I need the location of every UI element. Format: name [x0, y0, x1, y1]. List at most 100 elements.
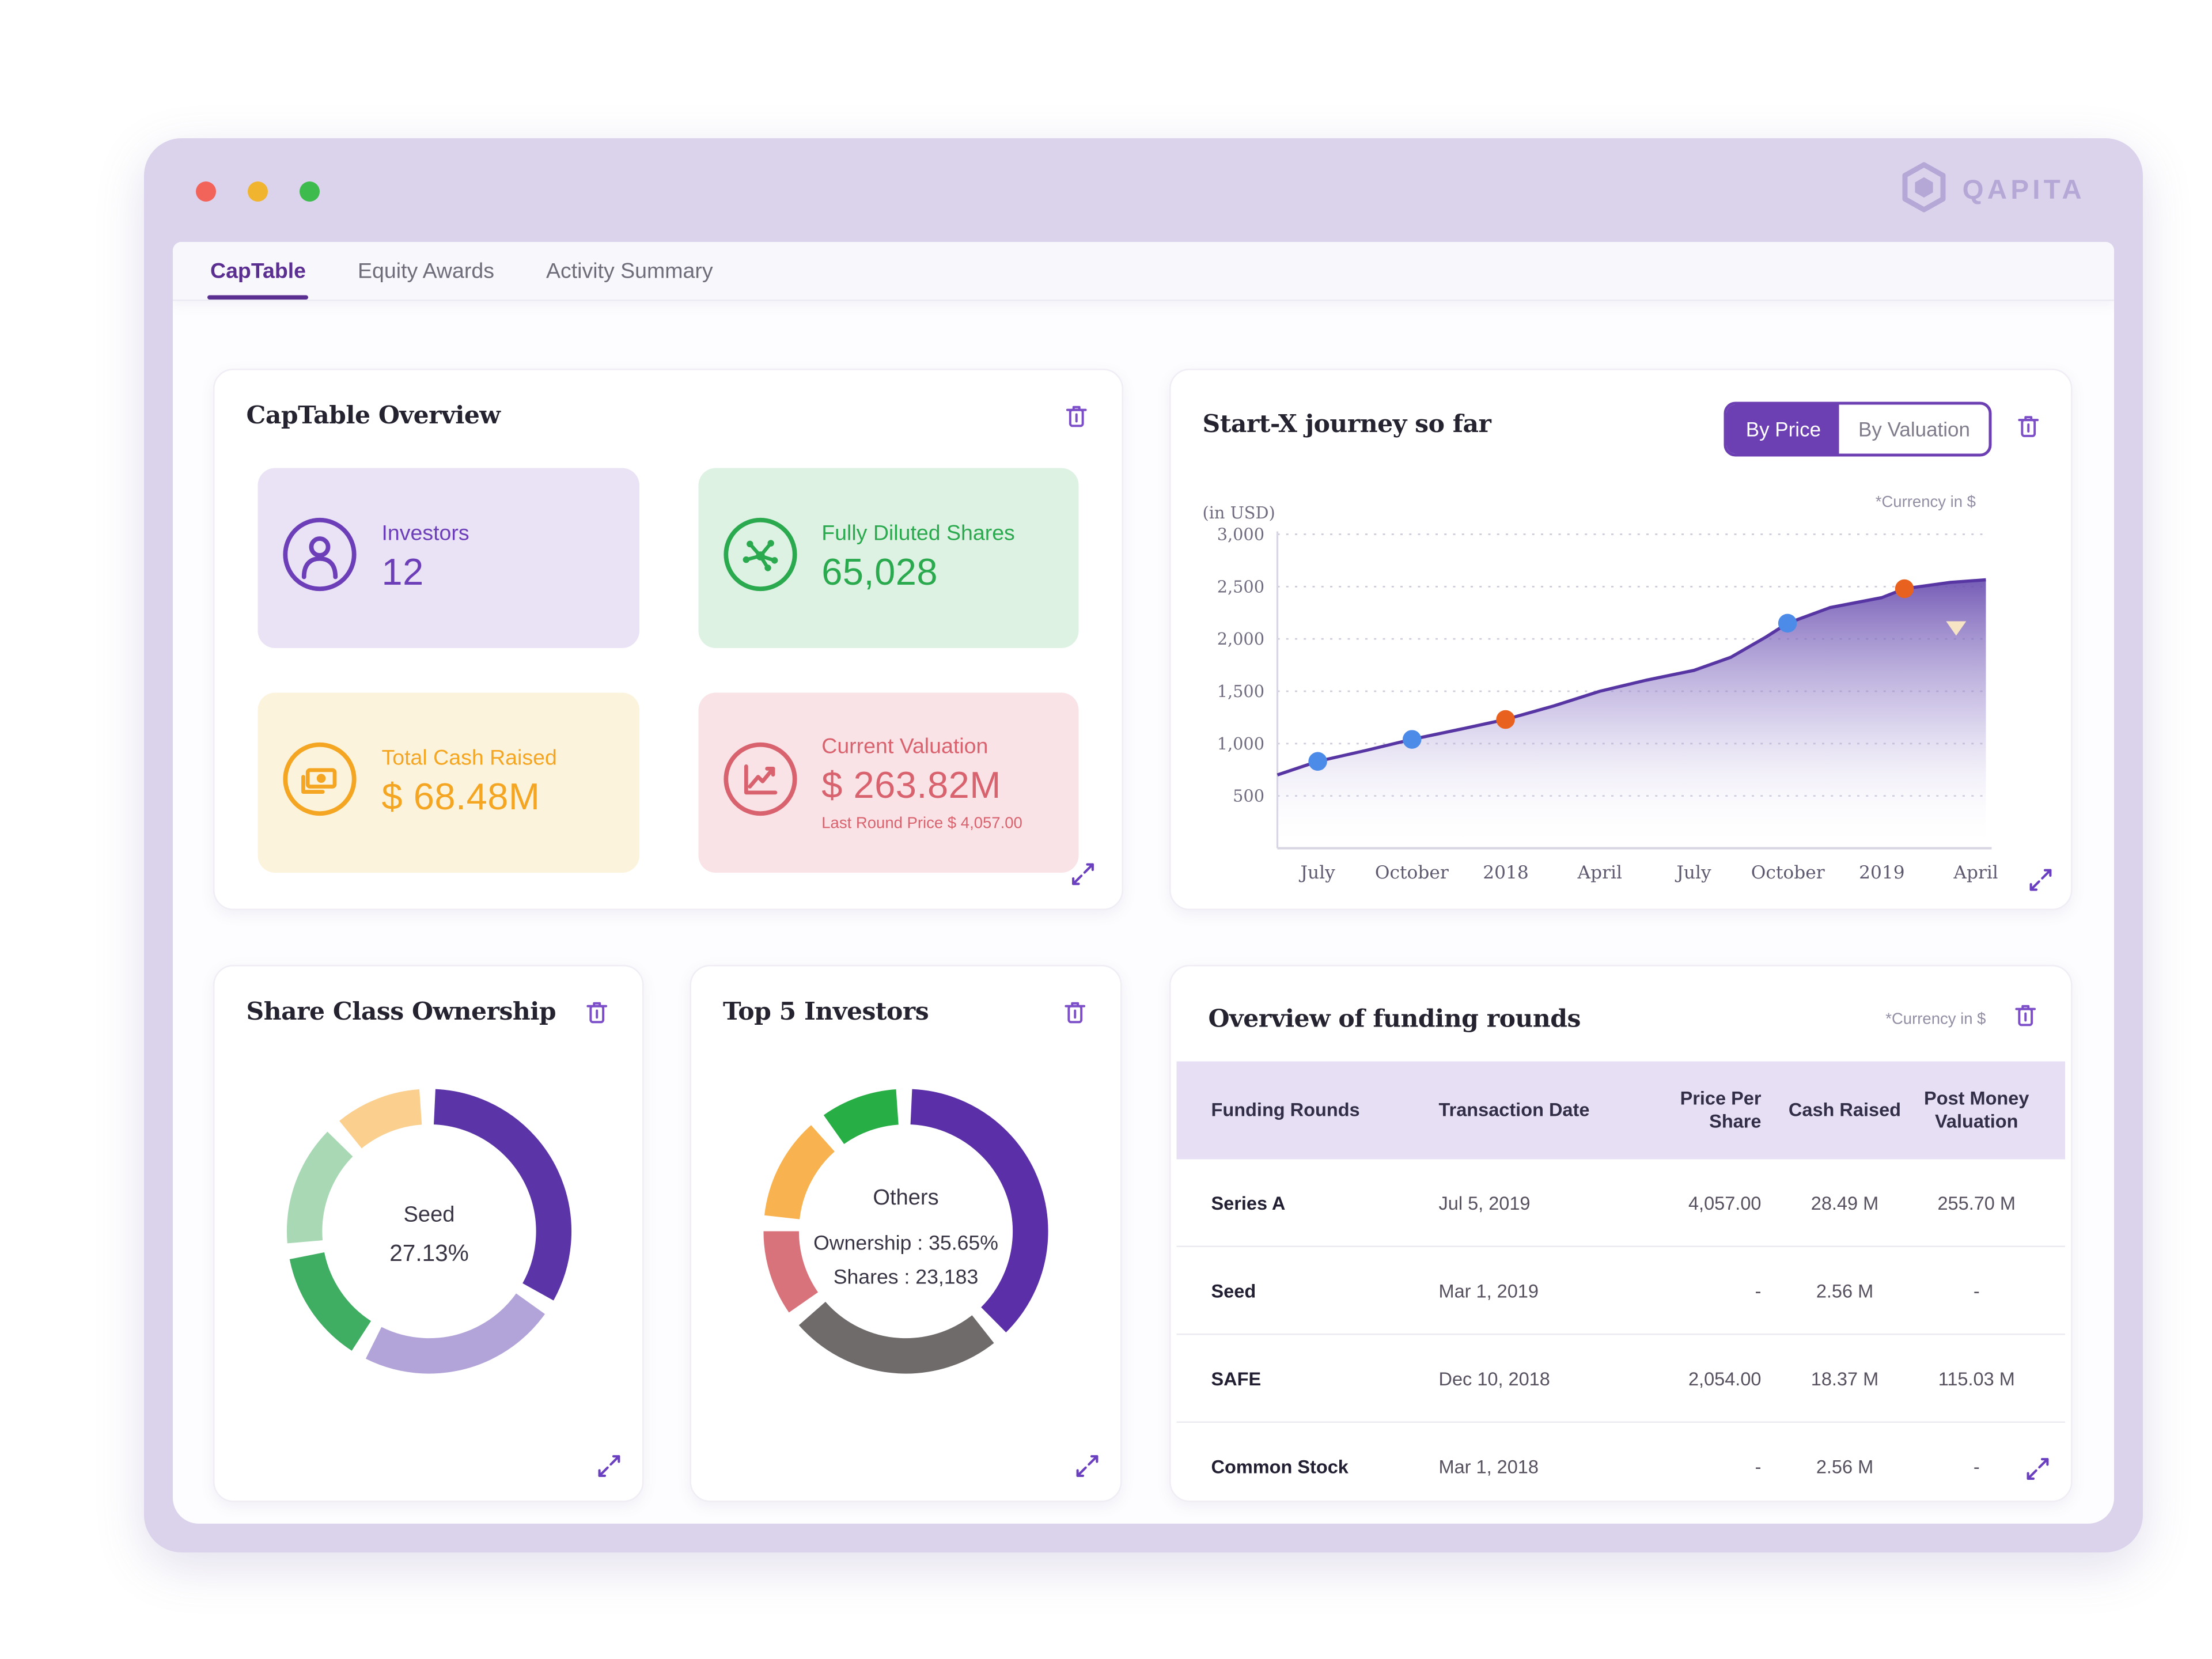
table-header-row: Funding Rounds Transaction Date Price Per … — [1176, 1061, 2065, 1160]
column-header: Price Per Share — [1680, 1086, 1762, 1132]
chart-icon — [721, 740, 798, 825]
data-point-dot — [1895, 579, 1914, 599]
table-cell: Mar 1, 2019 — [1438, 1279, 1539, 1301]
tab-activity-summary[interactable]: Activity Summary — [546, 258, 713, 283]
donut-segment — [286, 1089, 571, 1374]
expand-icon[interactable] — [2028, 867, 2054, 900]
expand-icon[interactable] — [1070, 861, 1096, 895]
trash-icon[interactable] — [1063, 402, 1090, 438]
tile-value: $ 263.82M — [821, 762, 1001, 806]
round-name-cell: Seed — [1211, 1279, 1256, 1301]
table-cell: 255.70 M — [1937, 1191, 2016, 1214]
tile-label: Current Valuation — [821, 733, 988, 759]
minimize-window-icon[interactable] — [248, 181, 268, 202]
table-cell: Dec 10, 2018 — [1438, 1367, 1550, 1389]
toggle-by-price[interactable]: By Price — [1727, 404, 1840, 454]
table-cell: Mar 1, 2018 — [1438, 1455, 1539, 1477]
tile-value: 12 — [381, 550, 424, 593]
table-cell: - — [1755, 1279, 1762, 1301]
table-cell: 4,057.00 — [1688, 1191, 1762, 1214]
price-valuation-toggle: By Price By Valuation — [1724, 402, 1992, 457]
x-axis-label: 2018 — [1483, 862, 1529, 883]
donut-chart-svg: Others Ownership : 35.65% Shares : 23,183 — [763, 1089, 1048, 1374]
data-point-dot — [1308, 752, 1327, 771]
card-title: Start-X journey so far — [1202, 410, 1491, 440]
table-row: SAFE Dec 10, 2018 2,054.00 18.37 M 115.03 M — [1176, 1335, 2065, 1423]
currency-note: *Currency in $ — [1875, 494, 1976, 512]
x-axis-label: July — [1298, 862, 1335, 883]
triangle-marker — [1946, 621, 1967, 636]
donut-center-text: Ownership : 35.65% — [813, 1231, 998, 1254]
round-name-cell: Common Stock — [1211, 1455, 1349, 1477]
table-cell: 2.56 M — [1816, 1455, 1874, 1477]
column-header: Cash Raised — [1788, 1099, 1902, 1120]
x-axis-label: 2019 — [1859, 862, 1905, 883]
table-cell: - — [1973, 1279, 1980, 1301]
trash-icon[interactable] — [584, 998, 611, 1035]
top-investors-donut-chart: Others Ownership : 35.65% Shares : 23,183 — [736, 1062, 1076, 1402]
tab-equity-awards[interactable]: Equity Awards — [358, 258, 494, 283]
round-name-cell: SAFE — [1211, 1367, 1262, 1389]
trash-icon[interactable] — [1062, 998, 1089, 1035]
journey-area-chart: 500 1,000 1,500 2,000 2,500 3,000 July October 2… — [1191, 517, 1998, 895]
table-cell: 28.49 M — [1810, 1191, 1879, 1214]
share-class-donut-chart: Seed 27.13% — [259, 1062, 599, 1402]
user-icon — [281, 516, 359, 601]
funding-rounds-card: Overview of funding rounds *Currency in … — [1169, 965, 2073, 1502]
funding-rounds-table: Funding Rounds Transaction Date Price Per … — [1176, 1061, 2066, 1510]
window-controls — [196, 181, 320, 202]
donut-center-text: Shares : 23,183 — [834, 1265, 979, 1288]
close-window-icon[interactable] — [196, 181, 216, 202]
area-chart-svg: 500 1,000 1,500 2,000 2,500 3,000 July October 2… — [1217, 525, 1998, 884]
tile-subtext: Last Round Price $ 4,057.00 — [821, 814, 1022, 832]
expand-icon[interactable] — [596, 1453, 622, 1487]
table-cell: - — [1755, 1455, 1762, 1477]
main-panel: CapTable Equity Awards Activity Summary … — [173, 242, 2114, 1524]
tab-bar: CapTable Equity Awards Activity Summary — [173, 242, 2114, 301]
brand-name: QAPITA — [1962, 175, 2085, 206]
card-title: CapTable Overview — [246, 402, 501, 431]
fully-diluted-shares-tile: Fully Diluted Shares 65,028 — [698, 468, 1079, 648]
y-axis-tick: 500 — [1233, 786, 1264, 806]
column-header: Funding Rounds — [1211, 1099, 1360, 1120]
data-point-dot — [1778, 613, 1797, 633]
trash-icon[interactable] — [2012, 1001, 2040, 1037]
card-title: Top 5 Investors — [723, 998, 929, 1027]
card-title: Share Class Ownership — [246, 998, 556, 1027]
maximize-window-icon[interactable] — [300, 181, 320, 202]
donut-segment — [286, 1089, 571, 1374]
data-point-dot — [1496, 710, 1515, 729]
table-cell: 2,054.00 — [1688, 1367, 1762, 1389]
trash-icon[interactable] — [2015, 412, 2043, 448]
table-row: Seed Mar 1, 2019 - 2.56 M - — [1176, 1247, 2065, 1335]
axis-unit-label: (in USD) — [1202, 502, 1275, 523]
x-axis-label: April — [1953, 862, 1997, 883]
current-valuation-tile: Current Valuation $ 263.82M Last Round P… — [698, 692, 1079, 873]
x-axis-label: July — [1675, 862, 1711, 883]
expand-icon[interactable] — [2025, 1456, 2051, 1490]
toggle-by-valuation[interactable]: By Valuation — [1858, 418, 1970, 441]
donut-center-text: Others — [873, 1185, 938, 1210]
expand-icon[interactable] — [1074, 1453, 1100, 1487]
top-investors-card: Top 5 Investors Others Ownership : 35.65%… — [690, 965, 1122, 1502]
currency-note: *Currency in $ — [1885, 1010, 1986, 1028]
x-axis-label: October — [1375, 862, 1449, 883]
cash-icon — [281, 740, 359, 825]
table-cell: Jul 5, 2019 — [1438, 1191, 1531, 1214]
table-row: Series A Jul 5, 2019 4,057.00 28.49 M 255.70… — [1176, 1160, 2065, 1247]
data-point-dot — [1402, 730, 1422, 749]
share-class-ownership-card: Share Class Ownership Seed 27.13% — [213, 965, 644, 1502]
tab-captable[interactable]: CapTable — [207, 242, 310, 300]
table-row: Common Stock Mar 1, 2018 - 2.56 M - — [1177, 1423, 2066, 1509]
table-cell: 2.56 M — [1816, 1279, 1874, 1301]
table-cell: 18.37 M — [1810, 1367, 1879, 1389]
total-cash-raised-tile: Total Cash Raised $ 68.48M — [257, 692, 639, 873]
column-header: Transaction Date — [1438, 1099, 1590, 1120]
tile-value: $ 68.48M — [381, 775, 540, 818]
tile-label: Investors — [381, 521, 469, 546]
journey-chart-card: Start-X journey so far By Price By Valua… — [1169, 369, 2073, 910]
captable-overview-card: CapTable Overview — [213, 369, 1123, 910]
donut-chart-svg: Seed 27.13% — [286, 1089, 571, 1374]
stat-tiles: Investors 12 — [257, 468, 1079, 873]
